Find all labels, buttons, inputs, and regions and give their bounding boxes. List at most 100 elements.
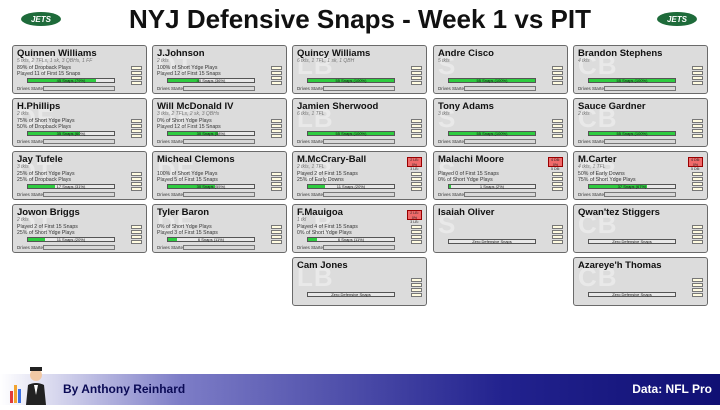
snap-share-fill	[308, 238, 318, 241]
player-stat-line: 2 tkls, 1 TFL	[297, 164, 325, 170]
snap-share-fill	[589, 185, 647, 188]
situation-chip	[411, 119, 422, 123]
situation-chip	[271, 76, 282, 80]
situation-chip	[552, 225, 563, 229]
snap-share-bar: 30 Snaps (55%)	[167, 184, 255, 189]
player-stat-line: 2 tkls	[17, 217, 29, 223]
situation-chip	[271, 81, 282, 85]
position-watermark: DT	[17, 156, 54, 186]
situation-chip	[411, 235, 422, 239]
situation-chip	[131, 225, 142, 229]
situation-chip	[692, 288, 703, 292]
position-watermark: DT	[157, 50, 194, 80]
player-card: CB Azareye'h Thomas Zero Defensive Snaps	[573, 257, 708, 306]
situation-chip	[411, 81, 422, 85]
position-watermark: DT	[17, 50, 54, 80]
situation-chip	[271, 177, 282, 181]
situation-chip	[411, 76, 422, 80]
player-card: LB Jamien Sherwood 6 tkls, 1 TFL 55 Snaps (…	[292, 98, 427, 147]
situation-chip	[131, 240, 142, 244]
snap-count-label: 37 Snaps (67%)	[617, 184, 647, 189]
usage-line-2: 25% of Short Ydge Plays	[17, 230, 75, 236]
player-card: CB M.Carter 4 tkls, 1 TFL 50% of Early Down…	[573, 151, 708, 200]
position-watermark: LB	[297, 50, 334, 80]
snap-share-bar: 17 Snaps (31%)	[27, 184, 115, 189]
situation-chip	[692, 81, 703, 85]
logo-text: JETS	[667, 15, 688, 24]
situation-chip	[411, 283, 422, 287]
drives-started-label: Drives Started:	[297, 86, 327, 91]
situation-chip	[411, 182, 422, 186]
position-watermark: DE	[157, 103, 196, 133]
player-stat-line: 6 tkls, 1 TFL, 1 sk, 1 QBH	[297, 58, 355, 64]
usage-line-2: 0% of Short Ydge Plays	[438, 177, 493, 183]
personnel-badge: 4 DB: 0%5 DB: 97%	[688, 157, 703, 176]
drives-started-label: Drives Started:	[17, 86, 47, 91]
player-stat-line: 3 tkls, 2 TFLs, 2 sk, 3 QBHs	[157, 111, 220, 117]
personnel-badge-top: 4 DB: 0%	[551, 158, 560, 167]
situation-chip	[411, 187, 422, 191]
snap-share-fill	[28, 238, 46, 241]
player-stat-line: 2 tkls	[17, 111, 29, 117]
drives-started-strip	[183, 245, 255, 250]
player-card: S Isaiah Oliver Zero Defensive Snaps	[433, 204, 568, 253]
situation-chip	[271, 225, 282, 229]
player-stat-line: 3 tkls	[17, 164, 29, 170]
player-name: Sauce Gardner	[578, 101, 646, 112]
snap-count-label: 35 Snaps (60%)	[56, 131, 86, 136]
snap-share-fill	[168, 132, 218, 135]
situation-chip	[692, 182, 703, 186]
player-name: H.Phillips	[17, 101, 61, 112]
player-name: F.Mauigoa	[297, 207, 343, 218]
usage-line-2: 25% of Early Downs	[297, 177, 344, 183]
player-card: LB F.Mauigoa 1 tkl Played 4 of First 15 Sna…	[292, 204, 427, 253]
situation-chip	[692, 283, 703, 287]
situation-chip	[552, 177, 563, 181]
player-name: M.Carter	[578, 154, 617, 165]
snap-count-label: 55 Snaps (100%)	[616, 78, 648, 83]
drives-started-label: Drives Started:	[438, 192, 468, 197]
snap-count-label: 6 Snaps (11%)	[197, 237, 225, 242]
player-name: Micheal Clemons	[157, 154, 235, 165]
player-name: Azareye'h Thomas	[578, 260, 662, 271]
situation-chip	[411, 129, 422, 133]
position-watermark: S	[438, 156, 457, 186]
drives-started-label: Drives Started:	[17, 192, 47, 197]
snap-count-label: 1 Snaps (2%)	[479, 184, 505, 189]
player-card: CB Sauce Gardner 2 tkls 55 Snaps (100%) Driv…	[573, 98, 708, 147]
usage-line-1: Played 0 of First 15 Snaps	[438, 171, 499, 177]
usage-line-1: Played 2 of First 15 Snaps	[297, 171, 358, 177]
situation-chip	[271, 240, 282, 244]
player-stat-line: 5 tkls	[438, 58, 450, 64]
drives-started-strip	[43, 192, 115, 197]
position-watermark: CB	[578, 50, 618, 80]
snap-share-fill	[589, 79, 675, 82]
drives-started-label: Drives Started:	[157, 192, 187, 197]
snap-count-label: 11 Snaps (20%)	[336, 184, 366, 189]
player-name: Isaiah Oliver	[438, 207, 495, 218]
snap-count-label: 6 Snaps (11%)	[337, 237, 365, 242]
mascot-icon	[8, 361, 52, 405]
drives-started-label: Drives Started:	[157, 245, 187, 250]
situation-chip	[411, 278, 422, 282]
snap-share-bar: 55 Snaps (100%)	[448, 78, 536, 83]
player-name: Will McDonald IV	[157, 101, 234, 112]
situation-chip	[692, 119, 703, 123]
snap-count-label: 55 Snaps (100%)	[335, 131, 367, 136]
situation-chip	[271, 230, 282, 234]
snap-count-label: 55 Snaps (100%)	[476, 131, 508, 136]
player-card: DE Micheal Clemons 100% of Short Ydge Play…	[152, 151, 287, 200]
usage-line-1: 0% of Short Ydge Plays	[157, 224, 212, 230]
player-name: Tyler Baron	[157, 207, 210, 218]
situation-chip	[552, 230, 563, 234]
jets-logo-right: JETS	[656, 10, 698, 28]
drives-started-strip	[43, 86, 115, 91]
usage-line-2: Played 11 of First 15 Snaps	[17, 71, 81, 77]
situation-chip	[271, 71, 282, 75]
situation-chip	[271, 187, 282, 191]
personnel-badge-top: 4 DB: 0%	[691, 158, 700, 167]
situation-chip	[552, 76, 563, 80]
drives-started-label: Drives Started:	[17, 245, 47, 250]
drives-started-label: Drives Started:	[157, 139, 187, 144]
situation-chip	[552, 182, 563, 186]
